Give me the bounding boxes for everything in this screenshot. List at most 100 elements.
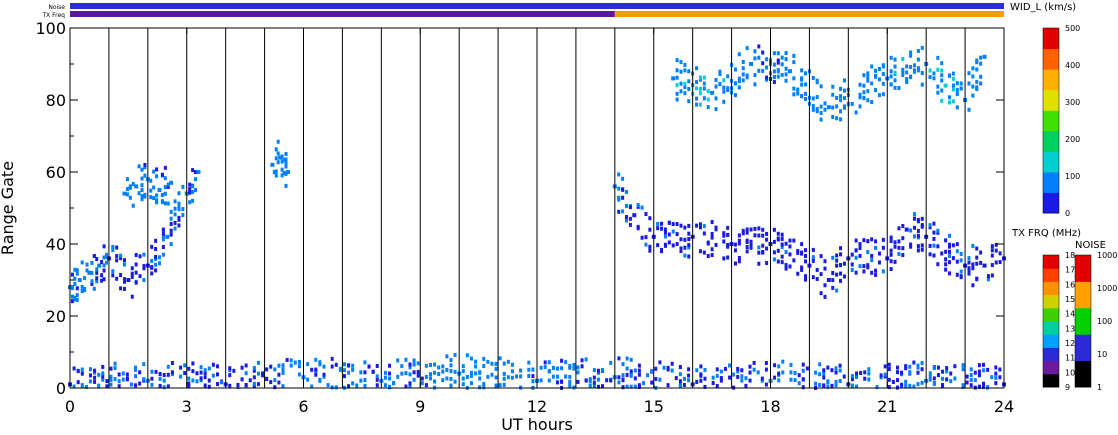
data-cell: [797, 381, 801, 386]
data-cell: [240, 365, 244, 370]
data-cell: [870, 270, 874, 275]
data-cell: [826, 384, 830, 389]
data-cell: [850, 383, 854, 388]
data-cell: [281, 363, 285, 368]
data-cell: [177, 191, 181, 196]
data-cell: [126, 278, 131, 282]
data-cell: [780, 62, 784, 67]
colorbar-segment: [1043, 307, 1059, 322]
data-cell: [889, 82, 893, 87]
data-cell: [105, 379, 109, 384]
data-cell: [804, 248, 808, 253]
data-cell: [971, 74, 975, 79]
data-cell: [714, 107, 718, 112]
data-cell: [883, 372, 887, 377]
data-cell: [220, 380, 224, 385]
data-cell: [830, 383, 834, 388]
data-cell: [839, 252, 843, 257]
data-cell: [920, 216, 924, 221]
data-cell: [88, 373, 92, 378]
data-cell: [149, 188, 153, 193]
data-cell: [449, 369, 453, 374]
data-cell: [826, 365, 830, 370]
data-cell: [687, 69, 691, 74]
data-cell: [420, 381, 424, 386]
data-cell: [150, 382, 154, 387]
data-cell: [811, 75, 815, 80]
colorbar-segment: [1043, 268, 1059, 282]
data-cell: [592, 380, 596, 385]
data-cell: [994, 371, 998, 376]
data-cell: [881, 237, 885, 242]
data-cell: [858, 246, 862, 251]
data-cell: [862, 264, 866, 269]
data-cell: [274, 147, 278, 152]
data-cell: [203, 383, 207, 388]
data-cell: [780, 242, 784, 247]
data-cell: [72, 366, 76, 371]
data-cell: [940, 61, 944, 66]
data-cell: [163, 165, 167, 170]
data-cell: [834, 379, 838, 384]
data-cell: [749, 245, 753, 250]
data-cell: [576, 370, 580, 375]
data-cell: [788, 264, 792, 269]
data-cell: [469, 370, 473, 375]
data-cell: [149, 195, 153, 200]
data-cell: [784, 66, 788, 71]
data-cell: [764, 360, 768, 365]
data-cell: [811, 96, 815, 101]
data-cell: [979, 61, 983, 66]
data-cell: [490, 372, 494, 377]
data-cell: [761, 50, 765, 55]
data-cell: [866, 78, 870, 83]
data-cell: [449, 376, 453, 381]
data-cell: [284, 151, 288, 156]
data-cell: [109, 377, 113, 382]
data-cell: [113, 361, 117, 366]
data-cell: [804, 274, 808, 279]
data-cell: [152, 169, 156, 174]
data-cell: [142, 264, 146, 269]
data-cell: [826, 379, 830, 384]
data-cell: [111, 269, 115, 274]
data-cell: [695, 368, 699, 373]
data-cell: [169, 216, 173, 221]
data-cell: [306, 362, 310, 367]
data-cell: [265, 376, 269, 381]
data-cell: [772, 69, 776, 74]
data-cell: [155, 174, 159, 179]
data-cell: [862, 238, 866, 243]
data-cell: [944, 238, 948, 243]
data-cell: [698, 225, 702, 230]
data-cell: [121, 377, 125, 382]
data-cell: [839, 86, 843, 91]
data-cell: [814, 370, 818, 375]
data-cell: [920, 82, 924, 87]
data-cell: [990, 375, 994, 380]
noise-strip-label: Noise: [48, 4, 65, 11]
data-cell: [670, 368, 674, 373]
data-cell: [839, 246, 843, 251]
data-cell: [161, 245, 165, 250]
data-cell: [207, 378, 211, 383]
data-cell: [621, 377, 625, 382]
data-cell: [119, 253, 123, 258]
data-cell: [609, 360, 613, 365]
data-cell: [737, 76, 741, 81]
data-cell: [753, 226, 757, 231]
data-cell: [617, 186, 621, 191]
data-cell: [629, 369, 633, 374]
data-cell: [745, 238, 749, 243]
data-cell: [936, 365, 940, 370]
data-cell: [95, 279, 99, 284]
data-cell: [95, 257, 99, 262]
data-cell: [855, 384, 859, 389]
data-cell: [75, 271, 79, 276]
data-cell: [119, 256, 123, 261]
data-cell: [889, 55, 893, 60]
x-tick-label: 24: [994, 397, 1014, 416]
data-cell: [101, 377, 105, 382]
data-cell: [121, 371, 125, 376]
data-cell: [671, 76, 676, 81]
